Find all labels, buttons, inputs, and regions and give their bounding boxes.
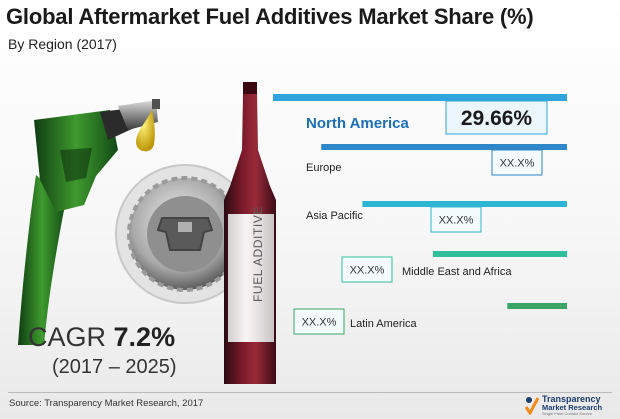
bar-middle-east-and-africa bbox=[432, 251, 567, 257]
footer-divider bbox=[8, 392, 612, 393]
cagr-period: (2017 – 2025) bbox=[52, 356, 177, 378]
bar-series: 29.66% North America XX.X% Europe XX.X% Asia … bbox=[273, 94, 567, 335]
bar-asia-pacific bbox=[362, 201, 567, 207]
value-box-north-america bbox=[445, 100, 548, 135]
category-label-asia-pacific: Asia Pacific bbox=[306, 210, 363, 222]
cagr-value: 7.2% bbox=[113, 322, 176, 352]
fuel-nozzle-icon bbox=[18, 99, 160, 345]
logo-line-2: Market Research bbox=[542, 403, 603, 412]
value-box-middle-east-and-africa bbox=[341, 256, 393, 283]
tmr-logo: Transparency Market Research Single Poin… bbox=[522, 393, 614, 417]
value-label-middle-east-and-africa: XX.X% bbox=[350, 264, 385, 276]
logo-tagline: Single Point Contact Source bbox=[542, 411, 593, 416]
bar-latin-america bbox=[507, 303, 567, 309]
bar-europe bbox=[321, 144, 567, 150]
value-label-north-america: 29.66% bbox=[461, 107, 533, 130]
value-label-asia-pacific: XX.X% bbox=[439, 214, 474, 226]
source-note: Source: Transparency Market Research, 20… bbox=[9, 398, 204, 409]
category-label-latin-america: Latin America bbox=[350, 318, 418, 330]
value-label-latin-america: XX.X% bbox=[302, 316, 337, 328]
chart-subtitle: By Region (2017) bbox=[8, 36, 117, 52]
fuel-drop-icon bbox=[136, 110, 155, 152]
category-label-north-america: North America bbox=[306, 115, 409, 132]
value-box-asia-pacific bbox=[430, 206, 482, 233]
value-box-europe bbox=[491, 149, 543, 176]
category-label-europe: Europe bbox=[306, 162, 341, 174]
category-label-middle-east-and-africa: Middle East and Africa bbox=[402, 266, 512, 278]
cagr-prefix: CAGR bbox=[28, 322, 107, 352]
bottle-label-text: FUEL ADDITIVE bbox=[251, 206, 265, 302]
cagr-label: CAGR 7.2% bbox=[28, 322, 175, 353]
bar-north-america bbox=[273, 94, 567, 101]
fuel-additive-bottle bbox=[224, 82, 276, 384]
chart-title: Global Aftermarket Fuel Additives Market… bbox=[6, 4, 534, 29]
logo-mark-icon bbox=[524, 397, 540, 415]
value-box-latin-america bbox=[293, 308, 345, 335]
value-label-europe: XX.X% bbox=[500, 157, 535, 169]
logo-line-1: Transparency bbox=[542, 394, 601, 404]
